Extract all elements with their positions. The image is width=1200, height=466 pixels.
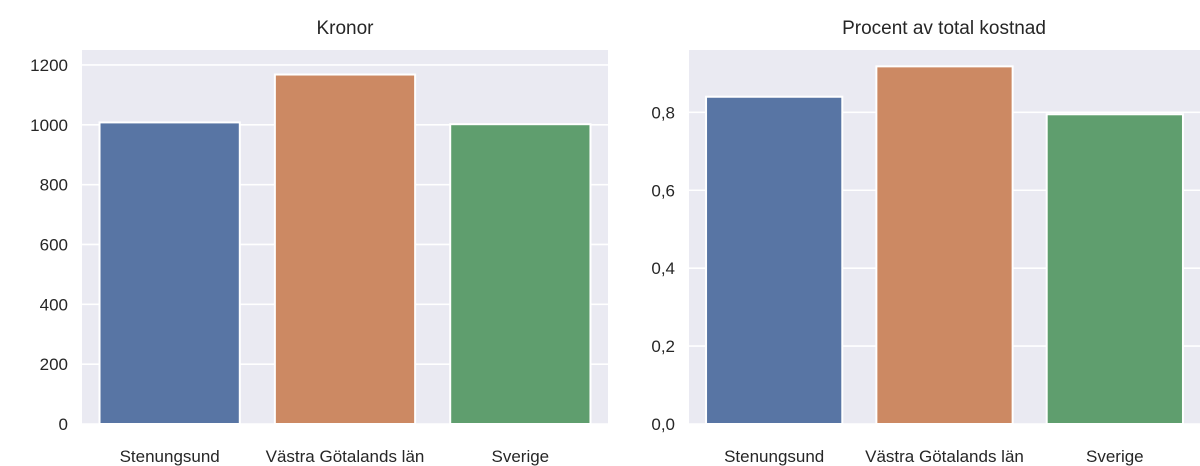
procent-xtick-label-2: Sverige	[1086, 447, 1144, 466]
kronor-ytick-label-6: 1200	[30, 56, 68, 75]
kronor-ytick-label-4: 800	[40, 176, 68, 195]
procent-ytick-label-0: 0,0	[651, 415, 675, 434]
kronor-chart-title: Kronor	[316, 18, 374, 39]
procent-bar-0	[705, 95, 844, 425]
procent-ytick-label-2: 0,4	[651, 259, 675, 278]
kronor-ytick-label-5: 1000	[30, 116, 68, 135]
procent-ytick-label-4: 0,8	[651, 103, 675, 122]
kronor-bar-1	[273, 73, 417, 426]
kronor-ytick-label-1: 200	[40, 355, 68, 374]
procent-xtick-label-0: Stenungsund	[724, 447, 824, 466]
kronor-bar-0	[98, 121, 241, 425]
kronor-xtick-label-1: Västra Götalands län	[266, 447, 425, 466]
kronor-ytick-label-3: 600	[40, 235, 68, 254]
procent-chart-title: Procent av total kostnad	[842, 18, 1046, 39]
kronor-xtick-label-0: Stenungsund	[120, 447, 220, 466]
kronor-ytick-label-2: 400	[40, 295, 68, 314]
procent-bar-2	[1045, 113, 1184, 425]
kronor-ytick-label-0: 0	[59, 415, 68, 434]
kronor-xtick-label-2: Sverige	[492, 447, 550, 466]
procent-ytick-label-1: 0,2	[651, 337, 675, 356]
kronor-bar-2	[449, 123, 592, 425]
procent-ytick-label-3: 0,6	[651, 181, 675, 200]
procent-xtick-label-1: Västra Götalands län	[865, 447, 1024, 466]
procent-bar-1	[875, 65, 1014, 426]
